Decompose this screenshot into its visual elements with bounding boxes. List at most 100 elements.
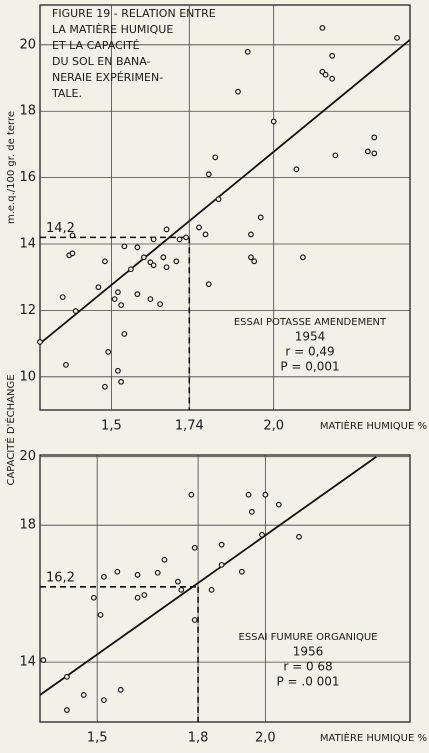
y-tick-label: 20	[19, 449, 36, 464]
y-tick-label: 16	[19, 170, 36, 185]
data-point	[394, 34, 400, 41]
data-point	[299, 254, 306, 261]
chart-title-line: LA MATIÈRE HUMIQUE	[52, 23, 173, 36]
data-point	[64, 673, 70, 680]
annotation: P = 0,001	[280, 360, 339, 374]
data-point	[245, 491, 252, 498]
data-point	[80, 692, 87, 698]
x-tick-label: 1,8	[188, 731, 209, 746]
data-point	[262, 491, 269, 498]
chart-title-line: DU SOL EN BANA-	[52, 55, 151, 68]
data-point	[329, 52, 336, 59]
annotation: r = 0 68	[283, 660, 332, 674]
data-point	[235, 88, 241, 95]
x-tick-label: 2,0	[263, 419, 284, 434]
data-point	[117, 686, 124, 693]
y-tick-label: 14	[19, 237, 36, 252]
data-point	[134, 594, 141, 601]
data-point	[248, 231, 254, 238]
data-point	[205, 171, 212, 178]
data-point	[150, 262, 157, 269]
data-point	[140, 254, 147, 261]
x-tick-label: 1,5	[101, 419, 122, 434]
y-tick-label: 10	[19, 369, 36, 384]
data-point	[176, 236, 183, 243]
x-axis-label: MATIÈRE HUMIQUE %	[320, 419, 427, 432]
data-point	[134, 571, 141, 578]
data-point	[69, 232, 76, 239]
chart-title-line: TALE.	[51, 87, 82, 100]
data-point	[244, 48, 251, 55]
data-point	[371, 134, 378, 141]
annotation: ESSAI FUMURE ORGANIQUE	[239, 632, 378, 643]
data-point	[114, 568, 121, 575]
data-point	[322, 71, 329, 78]
data-point	[157, 301, 163, 308]
data-point	[150, 236, 157, 243]
data-point	[101, 573, 107, 580]
chart-title-line: NERAIE EXPÉRIMEN-	[52, 71, 163, 84]
y-tick-label: 18	[19, 518, 36, 533]
data-point	[64, 707, 70, 713]
data-point	[163, 226, 170, 233]
data-point	[251, 258, 258, 265]
data-point	[191, 544, 198, 551]
plot-frame	[39, 4, 411, 411]
data-point	[212, 154, 219, 161]
data-point	[127, 266, 134, 273]
data-point	[202, 231, 209, 238]
data-point	[102, 383, 108, 390]
data-point	[175, 578, 181, 585]
data-point	[215, 196, 222, 203]
data-point	[270, 118, 277, 125]
data-point	[238, 568, 245, 575]
data-point	[160, 254, 167, 261]
data-point	[163, 264, 170, 271]
data-point	[141, 592, 148, 598]
data-point	[72, 308, 79, 314]
data-point	[296, 533, 302, 540]
data-point	[249, 508, 255, 515]
x-tick-label: 1,74	[175, 419, 204, 434]
shared-y-label: CAPACITÉ D'ÉCHANGE	[4, 374, 17, 485]
x-axis-label: MATIÈRE HUMIQUE %	[320, 731, 427, 744]
data-point	[111, 296, 118, 303]
data-point	[332, 152, 339, 159]
data-point	[95, 284, 102, 291]
y-tick-label: 18	[19, 104, 36, 119]
data-point	[218, 541, 225, 548]
data-point	[134, 291, 141, 298]
data-point	[191, 617, 198, 623]
data-point	[118, 302, 125, 308]
fit-line	[39, 455, 377, 696]
data-point	[178, 586, 185, 593]
data-point	[134, 244, 141, 251]
y-tick-label: 12	[19, 303, 36, 318]
data-point	[147, 296, 154, 303]
data-point	[90, 594, 97, 601]
y-axis-label: m.e.q./100 gr. de terre	[6, 111, 17, 224]
fit-line	[39, 39, 411, 345]
data-point	[121, 243, 128, 250]
annotation: ESSAI POTASSE AMENDEMENT	[234, 317, 387, 328]
chart-title-line: FIGURE 19 - RELATION ENTRE	[52, 7, 216, 20]
data-point	[105, 349, 112, 355]
data-point	[69, 250, 76, 257]
chart-title-line: ET LA CAPACITÉ	[52, 39, 140, 52]
reference-label: 14,2	[46, 221, 75, 236]
reference-label: 16,2	[46, 570, 75, 585]
data-point	[196, 224, 202, 231]
data-point	[259, 531, 265, 538]
data-point	[37, 339, 43, 345]
data-point	[114, 367, 121, 374]
data-point	[161, 556, 168, 563]
data-point	[329, 75, 336, 82]
annotation: P = .0 001	[276, 675, 339, 689]
data-point	[59, 294, 66, 301]
data-point	[121, 331, 128, 337]
x-tick-label: 2,0	[255, 731, 276, 746]
data-point	[205, 281, 212, 288]
plot-frame	[39, 454, 411, 723]
data-point	[275, 501, 282, 508]
data-point	[293, 166, 300, 173]
